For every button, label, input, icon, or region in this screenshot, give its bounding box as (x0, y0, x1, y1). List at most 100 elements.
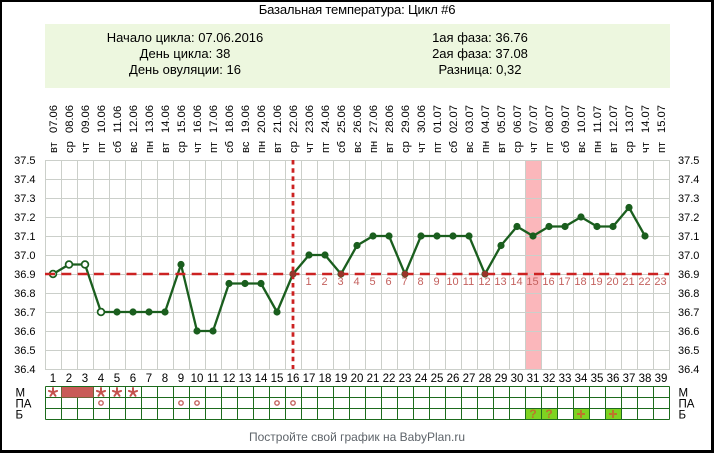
svg-text:38: 38 (639, 373, 652, 385)
svg-text:12: 12 (478, 276, 490, 288)
svg-text:18: 18 (574, 276, 586, 288)
svg-text:пт: пт (656, 142, 668, 153)
svg-text:4: 4 (98, 373, 105, 385)
svg-text:18: 18 (319, 373, 332, 385)
svg-text:11: 11 (207, 373, 219, 385)
svg-text:пн: пн (592, 141, 604, 153)
svg-text:пт: пт (432, 142, 444, 153)
svg-text:9: 9 (178, 373, 184, 385)
svg-text:17: 17 (303, 373, 316, 385)
svg-text:15: 15 (271, 373, 284, 385)
svg-text:ПА: ПА (679, 398, 695, 410)
svg-text:4: 4 (353, 276, 359, 288)
svg-text:13.07: 13.07 (624, 105, 636, 133)
svg-text:26: 26 (447, 373, 460, 385)
svg-text:?: ? (545, 407, 552, 421)
svg-text:36.5: 36.5 (14, 345, 35, 357)
svg-text:25.06: 25.06 (336, 105, 348, 133)
svg-text:вт: вт (384, 142, 396, 153)
svg-text:ср: ср (64, 141, 76, 153)
svg-text:23: 23 (654, 276, 666, 288)
svg-text:02.07: 02.07 (448, 105, 460, 133)
svg-text:14: 14 (255, 373, 268, 385)
svg-text:37: 37 (623, 373, 636, 385)
svg-text:Б: Б (679, 409, 687, 421)
svg-text:19: 19 (590, 276, 602, 288)
svg-text:10: 10 (191, 373, 204, 385)
svg-text:Б: Б (16, 409, 24, 421)
svg-text:09.06: 09.06 (80, 105, 92, 133)
svg-text:31: 31 (527, 373, 540, 385)
svg-text:13: 13 (239, 373, 252, 385)
svg-text:23.06: 23.06 (304, 105, 316, 133)
svg-text:13: 13 (494, 276, 506, 288)
svg-text:12.07: 12.07 (608, 105, 620, 133)
svg-text:36.8: 36.8 (14, 288, 35, 300)
svg-text:36.5: 36.5 (678, 345, 699, 357)
svg-text:вс: вс (464, 141, 476, 153)
svg-text:5: 5 (369, 276, 375, 288)
svg-text:1: 1 (305, 276, 311, 288)
svg-text:ср: ср (512, 141, 524, 153)
svg-text:37.3: 37.3 (678, 193, 699, 205)
svg-text:12.06: 12.06 (128, 105, 140, 133)
svg-text:18.06: 18.06 (224, 105, 236, 133)
svg-text:37.5: 37.5 (678, 155, 699, 167)
svg-text:чт: чт (80, 142, 92, 153)
svg-text:М: М (16, 387, 26, 399)
svg-text:6: 6 (130, 373, 136, 385)
svg-text:30.06: 30.06 (416, 105, 428, 133)
svg-text:сб: сб (224, 141, 236, 153)
svg-text:37.1: 37.1 (678, 231, 699, 243)
svg-text:13.06: 13.06 (144, 105, 156, 133)
svg-text:37.0: 37.0 (678, 250, 699, 262)
svg-text:21: 21 (622, 276, 634, 288)
svg-text:37.1: 37.1 (14, 231, 35, 243)
svg-text:33: 33 (559, 373, 572, 385)
svg-text:37.4: 37.4 (678, 174, 699, 186)
svg-text:пн: пн (368, 141, 380, 153)
svg-text:21.06: 21.06 (272, 105, 284, 133)
svg-text:19: 19 (335, 373, 348, 385)
svg-text:37.3: 37.3 (14, 193, 35, 205)
svg-text:03.07: 03.07 (464, 105, 476, 133)
svg-text:30: 30 (511, 373, 524, 385)
svg-text:ср: ср (288, 141, 300, 153)
svg-text:36: 36 (607, 373, 620, 385)
svg-text:пт: пт (96, 142, 108, 153)
svg-text:22: 22 (383, 373, 396, 385)
svg-text:10.07: 10.07 (576, 105, 588, 133)
svg-text:чт: чт (304, 142, 316, 153)
svg-text:17: 17 (558, 276, 570, 288)
svg-text:22.06: 22.06 (288, 105, 300, 133)
svg-text:37.2: 37.2 (678, 212, 699, 224)
svg-text:10.06: 10.06 (96, 105, 108, 133)
svg-text:23: 23 (399, 373, 412, 385)
svg-text:36.6: 36.6 (678, 326, 699, 338)
svg-text:3: 3 (337, 276, 343, 288)
svg-text:36.9: 36.9 (678, 269, 699, 281)
svg-text:6: 6 (385, 276, 391, 288)
svg-text:16: 16 (542, 276, 554, 288)
svg-text:15.07: 15.07 (656, 105, 668, 133)
svg-text:?: ? (529, 407, 536, 421)
svg-text:2: 2 (66, 373, 72, 385)
svg-text:07.07: 07.07 (528, 105, 540, 133)
svg-text:28.06: 28.06 (384, 105, 396, 133)
svg-text:ПА: ПА (16, 398, 32, 410)
svg-text:вс: вс (576, 141, 588, 153)
svg-text:чт: чт (416, 142, 428, 153)
svg-text:12: 12 (223, 373, 236, 385)
svg-text:28: 28 (479, 373, 492, 385)
svg-text:8: 8 (417, 276, 423, 288)
svg-text:ср: ср (400, 141, 412, 153)
svg-text:7: 7 (401, 276, 407, 288)
svg-text:19.06: 19.06 (240, 105, 252, 133)
svg-text:36.7: 36.7 (14, 307, 35, 319)
svg-text:ср: ср (624, 141, 636, 153)
svg-text:вт: вт (608, 142, 620, 153)
svg-text:36.9: 36.9 (14, 269, 35, 281)
svg-text:01.07: 01.07 (432, 105, 444, 133)
svg-text:26.06: 26.06 (352, 105, 364, 133)
svg-text:пн: пн (256, 141, 268, 153)
